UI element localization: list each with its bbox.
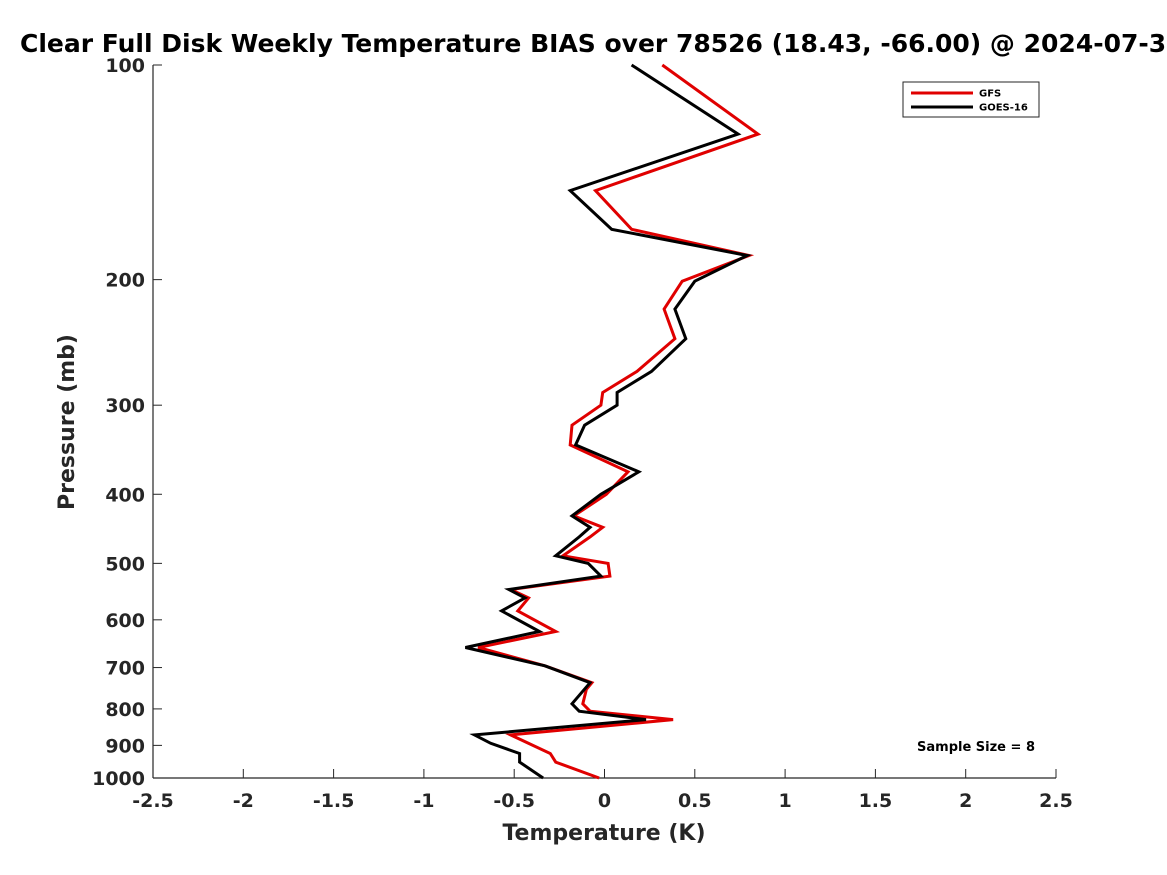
y-tick-label: 300 <box>105 395 145 417</box>
x-tick-label: 1 <box>778 790 791 812</box>
sample-size-annotation: Sample Size = 8 <box>917 740 1035 755</box>
x-tick-label: 2 <box>959 790 972 812</box>
series-line-gfs <box>477 63 762 780</box>
x-tick-label: -1.5 <box>313 790 355 812</box>
y-tick-label: 400 <box>105 484 145 506</box>
x-tick-label: -2 <box>233 790 254 812</box>
y-tick-label: 1000 <box>92 768 145 790</box>
legend-label: GOES-16 <box>979 103 1028 114</box>
series-lines <box>465 63 762 780</box>
y-tick-label: 900 <box>105 735 145 757</box>
x-tick-label: 0 <box>598 790 611 812</box>
y-tick-label: 500 <box>105 553 145 575</box>
x-tick-label: 1.5 <box>859 790 893 812</box>
y-tick-label: 200 <box>105 270 145 292</box>
legend: GFS GOES-16 <box>902 81 1040 118</box>
x-tick-label: -2.5 <box>132 790 174 812</box>
series-line-goes-16 <box>465 63 752 780</box>
x-tick-label: 2.5 <box>1039 790 1073 812</box>
y-axis-label: Pressure (mb) <box>55 334 80 510</box>
x-tick-label: 0.5 <box>678 790 712 812</box>
x-tick-label: -0.5 <box>493 790 535 812</box>
y-tick-label: 700 <box>105 658 145 680</box>
x-tick-label: -1 <box>413 790 434 812</box>
y-tick-label: 600 <box>105 610 145 632</box>
legend-box <box>902 81 1040 118</box>
y-tick-label: 800 <box>105 699 145 721</box>
x-axis-label: Temperature (K) <box>502 821 705 846</box>
legend-label: GFS <box>979 89 1001 100</box>
y-tick-label: 100 <box>105 55 145 77</box>
chart-title: Clear Full Disk Weekly Temperature BIAS … <box>20 29 1166 58</box>
axes: -2.5 -2 -1.5 -1 -0.5 0 0.5 1 1.5 2 2.5 100 200 300 400… <box>92 55 1073 812</box>
